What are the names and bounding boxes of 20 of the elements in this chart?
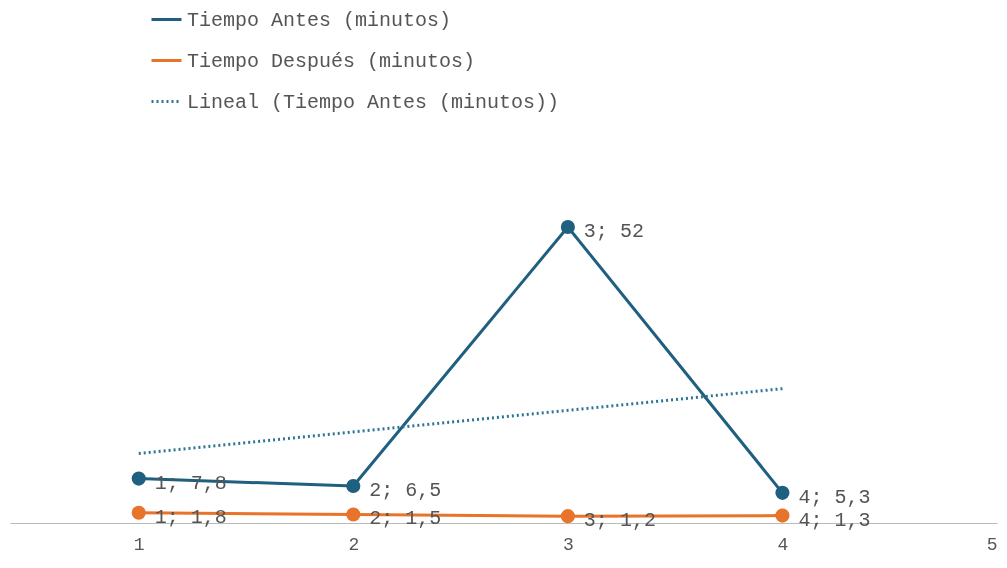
legend-label: Lineal (Tiempo Antes (minutos)) xyxy=(187,90,560,114)
x-tick-label: 2 xyxy=(348,534,360,555)
x-tick-label: 4 xyxy=(777,534,789,555)
point xyxy=(346,478,361,494)
point xyxy=(775,485,790,500)
x-tick-label: 3 xyxy=(562,534,574,555)
legend-label: Tiempo Después (minutos) xyxy=(187,49,476,73)
data-label: 4; 5,3 xyxy=(798,485,871,509)
point xyxy=(560,219,575,235)
legend-label: Tiempo Antes (minutos) xyxy=(187,8,452,32)
data-label: 4; 1,3 xyxy=(798,508,871,532)
data-label: 2; 6,5 xyxy=(369,479,442,502)
x-tick-label: 1 xyxy=(133,534,145,555)
point xyxy=(775,508,790,523)
point xyxy=(131,471,146,486)
data-label: 3; 52 xyxy=(583,220,644,243)
point xyxy=(131,505,146,520)
point xyxy=(560,509,575,524)
point xyxy=(346,507,361,522)
x-tick-label: 5 xyxy=(986,534,998,555)
